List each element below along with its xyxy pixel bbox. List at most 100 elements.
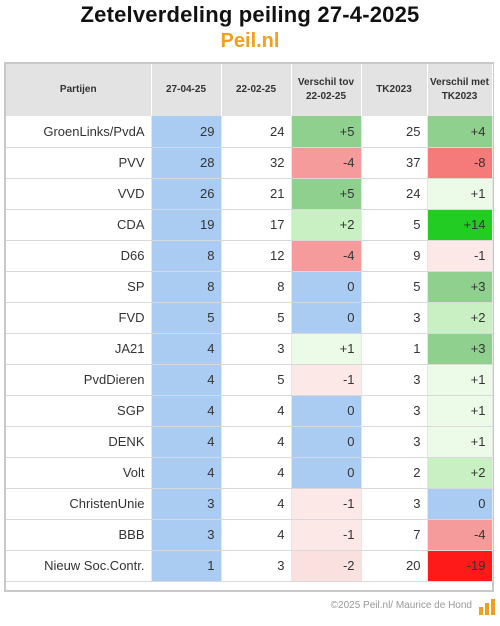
table-row: PvdDieren 4 5 -1 3 +1: [6, 364, 493, 396]
party-name-cell: PVV: [6, 147, 152, 179]
diff-tk2023-cell: -8: [427, 147, 493, 179]
table-row: D66 8 12 -4 9 -1: [6, 240, 493, 272]
diff-previous-cell: +5: [291, 116, 362, 148]
party-name-cell: VVD: [6, 178, 152, 210]
diff-tk2023-cell: +1: [427, 395, 493, 427]
party-name-cell: CDA: [6, 209, 152, 241]
party-name-cell: JA21: [6, 333, 152, 365]
diff-tk2023-cell: +1: [427, 426, 493, 458]
party-name-cell: SP: [6, 271, 152, 303]
diff-tk2023-cell: 0: [427, 488, 493, 520]
diff-previous-cell: -1: [291, 364, 362, 396]
table-header-row: Partijen 27-04-25 22-02-25 Verschil tov …: [6, 64, 493, 116]
tk2023-seats-cell: 3: [361, 395, 428, 427]
diff-previous-cell: -2: [291, 550, 362, 582]
current-seats-cell: 5: [151, 302, 222, 334]
diff-tk2023-cell: -1: [427, 240, 493, 272]
peil-logo-icon: [479, 599, 495, 615]
table-row: BBB 3 4 -1 7 -4: [6, 519, 493, 551]
current-seats-cell: 19: [151, 209, 222, 241]
header-current-date: 27-04-25: [151, 64, 222, 116]
current-seats-cell: 8: [151, 240, 222, 272]
diff-previous-cell: 0: [291, 395, 362, 427]
tk2023-seats-cell: 7: [361, 519, 428, 551]
previous-seats-cell: 4: [221, 395, 292, 427]
chart-title: Zetelverdeling peiling 27-4-2025: [80, 2, 420, 27]
previous-seats-cell: 4: [221, 488, 292, 520]
tk2023-seats-cell: 3: [361, 302, 428, 334]
table-row: PVV 28 32 -4 37 -8: [6, 147, 493, 179]
previous-seats-cell: 17: [221, 209, 292, 241]
tk2023-seats-cell: 37: [361, 147, 428, 179]
party-name-cell: Nieuw Soc.Contr.: [6, 550, 152, 582]
header-diff-tk2023: Verschil met TK2023: [427, 64, 493, 116]
copyright-footer: ©2025 Peil.nl/ Maurice de Hond: [330, 600, 472, 611]
party-name-cell: D66: [6, 240, 152, 272]
header-diff-previous: Verschil tov 22-02-25: [291, 64, 362, 116]
previous-seats-cell: 4: [221, 519, 292, 551]
diff-tk2023-cell: -4: [427, 519, 493, 551]
previous-seats-cell: 24: [221, 116, 292, 148]
table-row: ChristenUnie 3 4 -1 3 0: [6, 488, 493, 520]
previous-seats-cell: 32: [221, 147, 292, 179]
tk2023-seats-cell: 2: [361, 457, 428, 489]
previous-seats-cell: 12: [221, 240, 292, 272]
diff-previous-cell: 0: [291, 457, 362, 489]
previous-seats-cell: 4: [221, 457, 292, 489]
current-seats-cell: 3: [151, 488, 222, 520]
table-row: DENK 4 4 0 3 +1: [6, 426, 493, 458]
diff-previous-cell: -4: [291, 147, 362, 179]
tk2023-seats-cell: 1: [361, 333, 428, 365]
diff-tk2023-cell: +2: [427, 457, 493, 489]
diff-tk2023-cell: +1: [427, 364, 493, 396]
diff-previous-cell: -4: [291, 240, 362, 272]
diff-tk2023-cell: +14: [427, 209, 493, 241]
tk2023-seats-cell: 20: [361, 550, 428, 582]
table-row: Nieuw Soc.Contr. 1 3 -2 20 -19: [6, 550, 493, 582]
previous-seats-cell: 8: [221, 271, 292, 303]
seat-table: Partijen 27-04-25 22-02-25 Verschil tov …: [4, 62, 494, 592]
seat-table-grid: Partijen 27-04-25 22-02-25 Verschil tov …: [6, 64, 493, 582]
table-row: SP 8 8 0 5 +3: [6, 271, 493, 303]
tk2023-seats-cell: 25: [361, 116, 428, 148]
diff-previous-cell: -1: [291, 488, 362, 520]
table-row: CDA 19 17 +2 5 +14: [6, 209, 493, 241]
diff-tk2023-cell: +4: [427, 116, 493, 148]
party-name-cell: Volt: [6, 457, 152, 489]
tk2023-seats-cell: 9: [361, 240, 428, 272]
diff-tk2023-cell: +2: [427, 302, 493, 334]
tk2023-seats-cell: 3: [361, 364, 428, 396]
current-seats-cell: 8: [151, 271, 222, 303]
tk2023-seats-cell: 3: [361, 426, 428, 458]
diff-previous-cell: -1: [291, 519, 362, 551]
tk2023-seats-cell: 5: [361, 209, 428, 241]
current-seats-cell: 1: [151, 550, 222, 582]
party-name-cell: GroenLinks/PvdA: [6, 116, 152, 148]
current-seats-cell: 26: [151, 178, 222, 210]
party-name-cell: PvdDieren: [6, 364, 152, 396]
diff-previous-cell: 0: [291, 426, 362, 458]
previous-seats-cell: 3: [221, 550, 292, 582]
diff-previous-cell: +1: [291, 333, 362, 365]
header-previous-date: 22-02-25: [221, 64, 292, 116]
diff-tk2023-cell: +3: [427, 333, 493, 365]
previous-seats-cell: 21: [221, 178, 292, 210]
table-row: SGP 4 4 0 3 +1: [6, 395, 493, 427]
tk2023-seats-cell: 24: [361, 178, 428, 210]
party-name-cell: FVD: [6, 302, 152, 334]
table-row: Volt 4 4 0 2 +2: [6, 457, 493, 489]
current-seats-cell: 29: [151, 116, 222, 148]
table-body: GroenLinks/PvdA 29 24 +5 25 +4 PVV 28 32 -4 37 -8 VV…: [6, 116, 493, 582]
previous-seats-cell: 5: [221, 302, 292, 334]
current-seats-cell: 4: [151, 333, 222, 365]
tk2023-seats-cell: 5: [361, 271, 428, 303]
diff-tk2023-cell: +3: [427, 271, 493, 303]
current-seats-cell: 4: [151, 457, 222, 489]
header-partijen: Partijen: [6, 64, 152, 116]
table-row: JA21 4 3 +1 1 +3: [6, 333, 493, 365]
party-name-cell: SGP: [6, 395, 152, 427]
previous-seats-cell: 5: [221, 364, 292, 396]
table-row: VVD 26 21 +5 24 +1: [6, 178, 493, 210]
party-name-cell: ChristenUnie: [6, 488, 152, 520]
diff-tk2023-cell: -19: [427, 550, 493, 582]
